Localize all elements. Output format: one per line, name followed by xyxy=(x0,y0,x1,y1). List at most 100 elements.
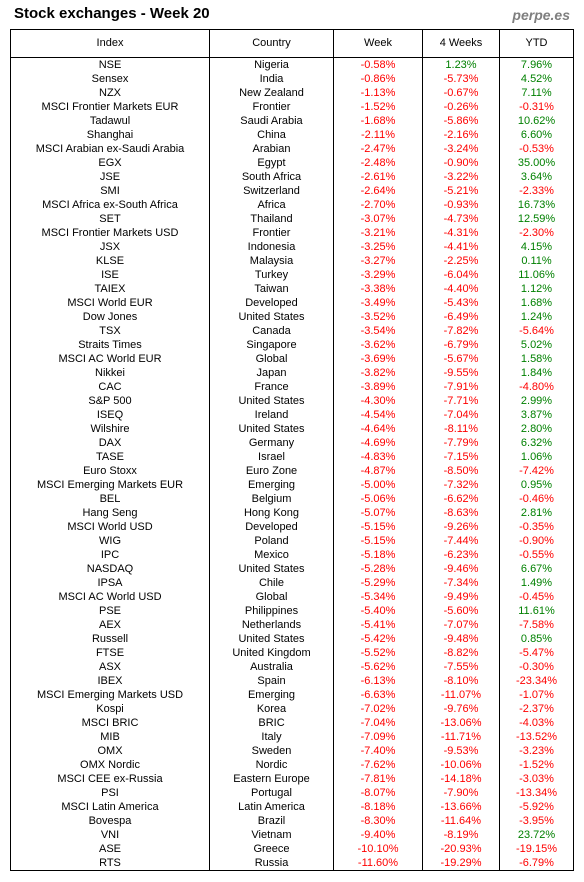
cell-week: -4.30% xyxy=(333,394,423,408)
cell-index: NZX xyxy=(10,86,210,100)
cell-4-weeks: -5.67% xyxy=(422,352,500,366)
cell-week: -1.13% xyxy=(333,86,423,100)
cell-country: United States xyxy=(209,632,334,646)
cell-4-weeks: -0.90% xyxy=(422,156,500,170)
cell-index: PSE xyxy=(10,604,210,618)
cell-week: -0.58% xyxy=(333,57,423,72)
cell-week: -5.29% xyxy=(333,576,423,590)
cell-week: -5.34% xyxy=(333,590,423,604)
cell-week: -7.09% xyxy=(333,730,423,744)
cell-index: IPSA xyxy=(10,576,210,590)
column-header-week: Week xyxy=(333,29,423,58)
cell-country: Japan xyxy=(209,366,334,380)
cell-week: -3.29% xyxy=(333,268,423,282)
cell-ytd: -4.03% xyxy=(499,716,574,730)
cell-4-weeks: -8.10% xyxy=(422,674,500,688)
cell-index: MSCI Latin America xyxy=(10,800,210,814)
cell-index: MSCI Frontier Markets EUR xyxy=(10,100,210,114)
cell-ytd: -5.64% xyxy=(499,324,574,338)
table-row: Bovespa Brazil -8.30% -11.64% -3.95% xyxy=(10,814,574,828)
cell-ytd: 4.52% xyxy=(499,72,574,86)
cell-week: -2.48% xyxy=(333,156,423,170)
cell-country: United States xyxy=(209,562,334,576)
cell-ytd: 23.72% xyxy=(499,828,574,842)
cell-ytd: -2.33% xyxy=(499,184,574,198)
cell-week: -2.64% xyxy=(333,184,423,198)
stock-exchange-table: Index Country Week 4 Weeks YTD NSE Nigeri… xyxy=(10,29,574,871)
cell-week: -3.07% xyxy=(333,212,423,226)
cell-ytd: -3.03% xyxy=(499,772,574,786)
cell-4-weeks: -7.55% xyxy=(422,660,500,674)
cell-index: MSCI Frontier Markets USD xyxy=(10,226,210,240)
cell-country: China xyxy=(209,128,334,142)
cell-4-weeks: -0.67% xyxy=(422,86,500,100)
table-row: IPSA Chile -5.29% -7.34% 1.49% xyxy=(10,576,574,590)
cell-week: -5.15% xyxy=(333,520,423,534)
table-row: BEL Belgium -5.06% -6.62% -0.46% xyxy=(10,492,574,506)
table-row: Euro Stoxx Euro Zone -4.87% -8.50% -7.42% xyxy=(10,464,574,478)
cell-country: Belgium xyxy=(209,492,334,506)
table-row: MSCI World EUR Developed -3.49% -5.43% 1.68% xyxy=(10,296,574,310)
cell-country: Africa xyxy=(209,198,334,212)
cell-country: Brazil xyxy=(209,814,334,828)
cell-ytd: 7.96% xyxy=(499,57,574,72)
cell-ytd: -7.42% xyxy=(499,464,574,478)
cell-week: -7.02% xyxy=(333,702,423,716)
cell-ytd: 6.60% xyxy=(499,128,574,142)
cell-4-weeks: -7.71% xyxy=(422,394,500,408)
cell-country: Italy xyxy=(209,730,334,744)
cell-index: PSI xyxy=(10,786,210,800)
table-row: IPC Mexico -5.18% -6.23% -0.55% xyxy=(10,548,574,562)
table-row: SMI Switzerland -2.64% -5.21% -2.33% xyxy=(10,184,574,198)
cell-4-weeks: -6.79% xyxy=(422,338,500,352)
cell-country: Singapore xyxy=(209,338,334,352)
cell-ytd: 0.95% xyxy=(499,478,574,492)
cell-country: Latin America xyxy=(209,800,334,814)
cell-index: MIB xyxy=(10,730,210,744)
table-row: TAIEX Taiwan -3.38% -4.40% 1.12% xyxy=(10,282,574,296)
cell-4-weeks: -0.26% xyxy=(422,100,500,114)
cell-ytd: 1.24% xyxy=(499,310,574,324)
cell-index: FTSE xyxy=(10,646,210,660)
cell-week: -5.07% xyxy=(333,506,423,520)
cell-index: SET xyxy=(10,212,210,226)
cell-index: MSCI World EUR xyxy=(10,296,210,310)
cell-index: MSCI Emerging Markets USD xyxy=(10,688,210,702)
cell-country: New Zealand xyxy=(209,86,334,100)
cell-country: BRIC xyxy=(209,716,334,730)
cell-index: JSX xyxy=(10,240,210,254)
cell-index: Russell xyxy=(10,632,210,646)
cell-index: ASE xyxy=(10,842,210,856)
cell-index: OMX Nordic xyxy=(10,758,210,772)
column-header-index: Index xyxy=(10,29,210,58)
cell-country: Nigeria xyxy=(209,57,334,72)
cell-week: -3.25% xyxy=(333,240,423,254)
cell-4-weeks: -6.49% xyxy=(422,310,500,324)
cell-country: United States xyxy=(209,310,334,324)
cell-4-weeks: -5.73% xyxy=(422,72,500,86)
table-row: JSX Indonesia -3.25% -4.41% 4.15% xyxy=(10,240,574,254)
cell-index: Tadawul xyxy=(10,114,210,128)
cell-country: Egypt xyxy=(209,156,334,170)
table-row: ISEQ Ireland -4.54% -7.04% 3.87% xyxy=(10,408,574,422)
brand-logo: perpe.es xyxy=(512,7,570,23)
cell-week: -3.89% xyxy=(333,380,423,394)
cell-4-weeks: -8.82% xyxy=(422,646,500,660)
cell-ytd: -1.52% xyxy=(499,758,574,772)
cell-4-weeks: -11.07% xyxy=(422,688,500,702)
cell-week: -3.27% xyxy=(333,254,423,268)
cell-week: -4.64% xyxy=(333,422,423,436)
cell-4-weeks: -9.48% xyxy=(422,632,500,646)
table-row: MIB Italy -7.09% -11.71% -13.52% xyxy=(10,730,574,744)
cell-ytd: -0.90% xyxy=(499,534,574,548)
cell-country: United States xyxy=(209,394,334,408)
cell-ytd: 2.99% xyxy=(499,394,574,408)
cell-index: RTS xyxy=(10,856,210,871)
cell-4-weeks: -5.86% xyxy=(422,114,500,128)
table-row: Kospi Korea -7.02% -9.76% -2.37% xyxy=(10,702,574,716)
cell-country: India xyxy=(209,72,334,86)
table-row: Nikkei Japan -3.82% -9.55% 1.84% xyxy=(10,366,574,380)
cell-country: Poland xyxy=(209,534,334,548)
cell-4-weeks: -7.79% xyxy=(422,436,500,450)
cell-ytd: -0.35% xyxy=(499,520,574,534)
